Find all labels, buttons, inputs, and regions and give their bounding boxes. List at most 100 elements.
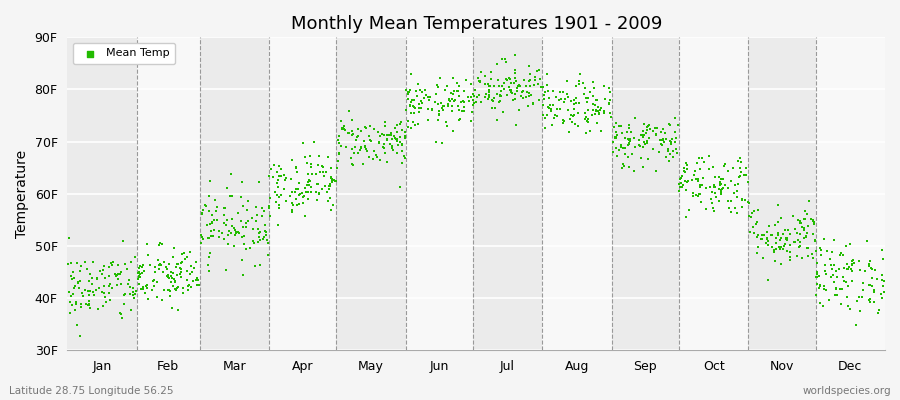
Point <box>732 174 746 180</box>
Point <box>806 231 821 238</box>
Bar <box>337 37 406 350</box>
Point <box>108 270 122 277</box>
Point <box>807 218 822 225</box>
Point <box>573 71 588 77</box>
Point <box>855 280 869 286</box>
Point <box>677 165 691 172</box>
Point <box>98 275 112 281</box>
Point <box>131 270 146 277</box>
Point <box>474 98 489 105</box>
Bar <box>406 37 473 350</box>
Point <box>724 208 739 215</box>
Point <box>793 239 807 245</box>
Point <box>451 88 465 95</box>
Point <box>356 161 370 167</box>
Point <box>440 102 454 109</box>
Point <box>161 287 176 294</box>
Point <box>749 220 763 227</box>
Bar <box>749 37 815 350</box>
Point <box>398 129 412 135</box>
Point <box>672 188 687 194</box>
Point <box>436 103 451 109</box>
Point <box>707 182 722 188</box>
Point <box>796 225 811 231</box>
Point <box>236 272 250 278</box>
Point <box>585 112 599 118</box>
Point <box>617 145 632 151</box>
Point <box>810 260 824 266</box>
Point <box>733 155 747 161</box>
Point <box>432 108 446 114</box>
Point <box>400 88 415 95</box>
Point <box>516 88 530 94</box>
Point <box>569 82 583 89</box>
Point <box>637 132 652 138</box>
Point <box>808 237 823 244</box>
Point <box>394 160 409 166</box>
Point <box>730 210 744 216</box>
Point <box>295 140 310 146</box>
Point <box>566 100 580 107</box>
Point <box>506 97 520 103</box>
Point <box>340 130 355 136</box>
Point <box>403 102 418 109</box>
Point <box>721 168 735 174</box>
Point <box>759 240 773 246</box>
Point <box>834 286 849 292</box>
Point <box>621 136 635 142</box>
Point <box>428 98 442 105</box>
Point <box>799 229 814 236</box>
Point <box>536 92 551 98</box>
Point <box>102 290 116 296</box>
Point <box>681 206 696 213</box>
Point <box>249 211 264 218</box>
Point <box>215 229 230 236</box>
Point <box>816 236 831 242</box>
Point <box>622 141 636 148</box>
Point <box>635 144 650 150</box>
Point <box>436 104 450 111</box>
Point <box>469 99 483 106</box>
Point <box>223 230 238 236</box>
Point <box>272 163 286 169</box>
Point <box>807 221 822 227</box>
Point <box>437 87 452 93</box>
Point <box>174 265 188 271</box>
Point <box>220 232 235 238</box>
Point <box>864 275 878 282</box>
Point <box>106 259 121 266</box>
Point <box>235 234 249 240</box>
Point <box>169 260 184 267</box>
Point <box>522 90 536 97</box>
Point <box>152 241 166 248</box>
Point <box>208 196 222 203</box>
Point <box>471 74 485 81</box>
Point <box>92 285 106 291</box>
Point <box>366 148 381 154</box>
Point <box>123 259 138 266</box>
Point <box>788 239 802 246</box>
Point <box>131 272 146 279</box>
Point <box>158 263 173 270</box>
Point <box>66 269 80 276</box>
Point <box>337 123 351 130</box>
Point <box>346 128 360 134</box>
Point <box>733 173 747 180</box>
Point <box>114 315 129 322</box>
Point <box>853 308 868 314</box>
Point <box>222 192 237 199</box>
Point <box>332 140 347 146</box>
Point <box>844 258 859 264</box>
Point <box>516 95 530 101</box>
Point <box>253 262 267 268</box>
Point <box>540 82 554 88</box>
Point <box>733 165 747 172</box>
Point <box>98 294 112 300</box>
Point <box>359 146 374 153</box>
Point <box>493 98 508 104</box>
Point <box>354 145 368 151</box>
Point <box>82 300 96 307</box>
Point <box>111 262 125 269</box>
Point <box>406 110 420 116</box>
Point <box>697 158 711 165</box>
